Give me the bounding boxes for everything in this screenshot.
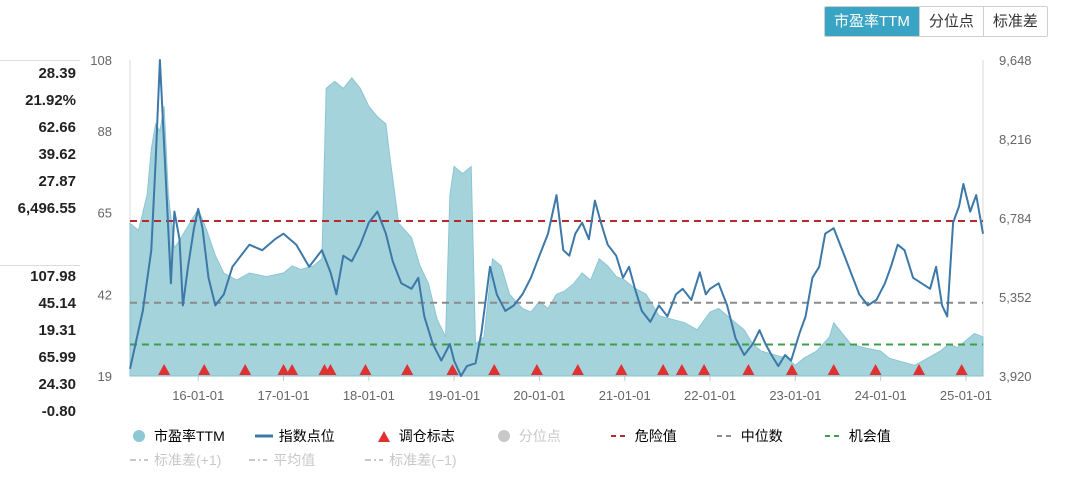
stats-separator: [0, 60, 80, 61]
stat-bottom-1: 45.14: [38, 295, 76, 312]
legend-marker-icon: [254, 434, 273, 438]
y-right-tick-label: 5,352: [999, 290, 1032, 305]
legend-item-row2-2[interactable]: 标准差(−1): [365, 450, 457, 470]
legend-item-row2-1[interactable]: 平均值: [249, 450, 315, 470]
pe-ttm-area: [129, 77, 984, 377]
legend-item-row1-2[interactable]: 调仓标志: [375, 426, 455, 446]
legend-marker-icon: [249, 459, 268, 461]
rebalance-marker: [742, 364, 755, 375]
stats-separator: [0, 265, 80, 266]
y-right-tick-label: 9,648: [999, 53, 1032, 68]
stat-top-1: 21.92%: [25, 92, 76, 109]
rebalance-marker: [827, 364, 840, 375]
x-tick-label: 20-01-01: [513, 388, 565, 403]
stat-bottom-4: 24.30: [38, 376, 76, 393]
rebalance-marker: [913, 364, 926, 375]
y-right-tick-label: 6,784: [999, 211, 1032, 226]
rebalance-marker: [324, 364, 337, 375]
legend-item-row1-6[interactable]: 机会值: [824, 426, 891, 446]
legend-row-2: 标准差(+1) 平均值 标准差(−1): [130, 450, 457, 470]
legend-marker-icon: [716, 435, 735, 437]
stat-top-4: 27.87: [38, 173, 76, 190]
y-right-tick-label: 8,216: [999, 132, 1032, 147]
x-tick-label: 24-01-01: [855, 388, 907, 403]
legend-marker-icon: [610, 435, 629, 437]
legend-marker-icon: [130, 459, 148, 461]
stat-bottom-5: -0.80: [41, 403, 76, 420]
rebalance-marker: [955, 364, 968, 375]
tab-2[interactable]: 标准差: [982, 7, 1047, 36]
rebalance-marker: [401, 364, 414, 375]
y-left-tick-label: 65: [98, 206, 112, 221]
legend-label: 标准差(−1): [389, 452, 457, 468]
x-tick-label: 16-01-01: [172, 388, 224, 403]
rebalance-marker: [359, 364, 372, 375]
legend-label: 指数点位: [278, 428, 335, 444]
y-left-tick-label: 19: [98, 369, 112, 384]
legend-label: 分位点: [518, 428, 561, 444]
stat-bottom-0: 107.98: [30, 268, 76, 285]
rebalance-marker: [286, 364, 299, 375]
x-tick-label: 18-01-01: [343, 388, 395, 403]
x-tick-label: 22-01-01: [684, 388, 736, 403]
rebalance-marker: [698, 364, 711, 375]
legend-label: 中位数: [740, 428, 783, 444]
rebalance-marker: [657, 364, 670, 375]
legend-row-1: 市盈率TTM 指数点位 调仓标志 分位点 危险值 中位数 机会值: [130, 426, 891, 446]
index-line: [129, 59, 984, 377]
legend-marker-icon: [133, 430, 145, 442]
legend-marker-icon: [497, 430, 510, 442]
stat-top-5: 6,496.55: [17, 200, 76, 217]
rebalance-marker: [615, 364, 628, 375]
y-left-tick-label: 42: [98, 287, 112, 302]
x-tick-label: 17-01-01: [258, 388, 310, 403]
legend-marker-icon: [824, 435, 843, 437]
rebalance-marker: [571, 364, 584, 375]
rebalance-marker: [239, 364, 252, 375]
metric-tabs: 市盈率TTM 分位点 标准差: [824, 6, 1048, 37]
x-tick-label: 19-01-01: [428, 388, 480, 403]
x-tick-label: 25-01-01: [940, 388, 992, 403]
legend-label: 标准差(+1): [154, 452, 222, 468]
legend-marker-icon: [365, 459, 384, 461]
legend-item-row2-0[interactable]: 标准差(+1): [130, 450, 221, 470]
x-tick-label: 21-01-01: [599, 388, 651, 403]
legend-label: 调仓标志: [398, 428, 455, 444]
rebalance-marker: [675, 364, 688, 375]
tab-0[interactable]: 市盈率TTM: [825, 7, 919, 36]
rebalance-marker: [158, 364, 171, 375]
legend-label: 机会值: [848, 428, 891, 444]
legend-item-row1-3[interactable]: 分位点: [495, 426, 561, 446]
y-left-tick-label: 88: [98, 124, 112, 139]
tab-1[interactable]: 分位点: [918, 7, 983, 36]
rebalance-marker: [530, 364, 543, 375]
legend-label: 危险值: [634, 428, 677, 444]
stat-top-3: 39.62: [38, 146, 76, 163]
legend-item-row1-4[interactable]: 危险值: [610, 426, 677, 446]
legend-item-row1-1[interactable]: 指数点位: [254, 426, 335, 446]
rebalance-marker: [277, 364, 290, 375]
rebalance-marker: [198, 364, 211, 375]
rebalance-marker: [488, 364, 501, 375]
legend-item-row1-5[interactable]: 中位数: [716, 426, 783, 446]
rebalance-marker: [869, 364, 882, 375]
legend-label: 市盈率TTM: [154, 428, 225, 444]
stat-top-2: 62.66: [38, 119, 76, 136]
y-right-tick-label: 3,920: [999, 369, 1032, 384]
legend-label: 平均值: [273, 452, 316, 468]
stat-bottom-2: 19.31: [38, 322, 76, 339]
y-left-tick-label: 108: [90, 53, 112, 68]
legend-marker-icon: [377, 431, 390, 442]
stat-bottom-3: 65.99: [38, 349, 76, 366]
rebalance-marker: [446, 364, 459, 375]
stat-top-0: 28.39: [38, 65, 76, 82]
rebalance-marker: [785, 364, 798, 375]
x-tick-label: 23-01-01: [769, 388, 821, 403]
legend-item-row1-0[interactable]: 市盈率TTM: [130, 426, 225, 446]
